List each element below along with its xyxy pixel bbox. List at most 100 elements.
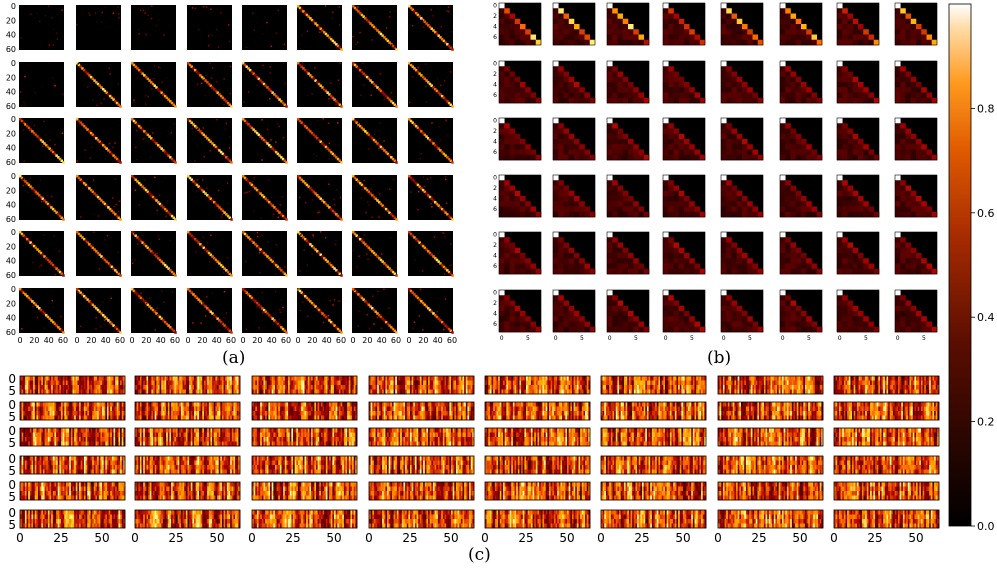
heatmap-b-mark bbox=[732, 93, 738, 99]
heatmap-b-ytick: 6 bbox=[493, 149, 497, 156]
heatmap-b-mark bbox=[564, 82, 570, 88]
heatmap-b-mark bbox=[520, 155, 526, 161]
heatmap-b-mark bbox=[504, 93, 510, 99]
heatmap-a-mark bbox=[92, 99, 94, 101]
heatmap-b-mark bbox=[612, 155, 618, 161]
heatmap-b-mark bbox=[853, 98, 859, 104]
heatmap-a-mark bbox=[208, 45, 210, 47]
heatmap-a-mark bbox=[337, 122, 339, 124]
heatmap-a-mark bbox=[379, 137, 381, 139]
heatmap-a-mark bbox=[365, 212, 367, 214]
heatmap-b-mark bbox=[916, 327, 922, 333]
heatmap-a-mark bbox=[159, 194, 161, 196]
heatmap-b-mark bbox=[858, 264, 864, 270]
heatmap-b-mark bbox=[499, 40, 505, 46]
heatmap-b-mark bbox=[504, 237, 510, 243]
heatmap-b-mark bbox=[906, 29, 912, 35]
heatmap-b-mark bbox=[801, 201, 807, 207]
heatmap-b-mark bbox=[623, 19, 629, 25]
heatmap-a-mark bbox=[201, 83, 203, 85]
heatmap-a-mark bbox=[445, 179, 447, 181]
heatmap-b-mark bbox=[906, 129, 912, 135]
heatmap-b-mark bbox=[796, 191, 802, 197]
heatmap-b-mark bbox=[737, 322, 743, 328]
heatmap-b-mark bbox=[780, 123, 786, 129]
heatmap-a-mark bbox=[389, 95, 391, 97]
heatmap-b-mark bbox=[558, 87, 564, 93]
heatmap-b-mark bbox=[564, 129, 570, 135]
heatmap-b-mark bbox=[853, 134, 859, 140]
heatmap-a-mark bbox=[451, 161, 454, 164]
heatmap-a-mark bbox=[284, 44, 286, 46]
heatmap-b-mark bbox=[842, 150, 848, 156]
heatmap-b-mark bbox=[721, 72, 727, 78]
heatmap-b-mark bbox=[558, 243, 564, 249]
heatmap-b-mark bbox=[758, 212, 764, 218]
heatmap-b-mark bbox=[689, 327, 695, 333]
heatmap-a-mark bbox=[328, 157, 330, 159]
heatmap-b-mark bbox=[900, 82, 906, 88]
heatmap-a-mark bbox=[384, 99, 386, 101]
heatmap-b-mark bbox=[499, 66, 505, 72]
heatmap-a-mark bbox=[114, 97, 116, 99]
heatmap-a-mark bbox=[254, 29, 256, 31]
heatmap-a-mark bbox=[333, 199, 335, 201]
heatmap-b-mark bbox=[895, 290, 901, 296]
heatmap-a-mark bbox=[427, 179, 429, 181]
heatmap-a-mark bbox=[311, 254, 313, 256]
heatmap-a-mark bbox=[118, 83, 120, 85]
heatmap-b-mark bbox=[590, 212, 596, 218]
heatmap-a-mark bbox=[147, 290, 149, 292]
heatmap-a-mark bbox=[62, 331, 64, 334]
heatmap-b-mark bbox=[618, 134, 624, 140]
heatmap-a-mark bbox=[87, 86, 89, 88]
heatmap-b-mark bbox=[607, 306, 613, 312]
heatmap-b-mark bbox=[633, 269, 639, 275]
heatmap-b-mark bbox=[564, 191, 570, 197]
heatmap-b-mark bbox=[504, 129, 510, 135]
heatmap-a-mark bbox=[24, 160, 26, 162]
heatmap-a-mark bbox=[137, 243, 139, 245]
heatmap-b-mark bbox=[895, 61, 901, 67]
heatmap-b-mark bbox=[623, 155, 629, 161]
heatmap-b-mark bbox=[791, 316, 797, 322]
heatmap-b-mark bbox=[753, 35, 759, 41]
heatmap-b-mark bbox=[585, 327, 591, 333]
heatmap-b-mark bbox=[531, 212, 537, 218]
heatmap-b-mark bbox=[515, 150, 521, 156]
heatmap-b-mark bbox=[558, 316, 564, 322]
heatmap-b-mark bbox=[499, 3, 505, 9]
heatmap-b-mark bbox=[848, 327, 854, 333]
heatmap-b-mark bbox=[737, 269, 743, 275]
heatmap-b-mark bbox=[737, 29, 743, 35]
heatmap-b-mark bbox=[504, 253, 510, 259]
heatmap-b-mark bbox=[780, 134, 786, 140]
heatmap-b-mark bbox=[569, 322, 575, 328]
heatmap-b-mark bbox=[785, 66, 791, 72]
heatmap-a-mark bbox=[262, 65, 264, 67]
heatmap-a-mark bbox=[267, 124, 269, 126]
heatmap-b-mark bbox=[732, 150, 738, 156]
heatmap-a-mark bbox=[21, 328, 23, 330]
heatmap-a-mark bbox=[119, 216, 121, 218]
heatmap-b-mark bbox=[668, 258, 674, 264]
heatmap-b-mark bbox=[499, 77, 505, 83]
heatmap-b-mark bbox=[668, 191, 674, 197]
heatmap-a-mark bbox=[315, 75, 317, 77]
heatmap-b-mark bbox=[842, 66, 848, 72]
heatmap-b-mark bbox=[801, 316, 807, 322]
heatmap-b-mark bbox=[853, 150, 859, 156]
heatmap-b-mark bbox=[732, 196, 738, 202]
heatmap-a-mark bbox=[52, 306, 54, 308]
heatmap-b-ytick: 4 bbox=[493, 24, 497, 31]
heatmap-b-mark bbox=[911, 155, 917, 161]
heatmap-a-mark bbox=[191, 128, 193, 130]
heatmap-b-mark bbox=[732, 77, 738, 83]
heatmap-b-mark bbox=[785, 35, 791, 41]
heatmap-b-mark bbox=[663, 290, 669, 296]
heatmap-b-mark bbox=[726, 301, 732, 307]
heatmap-b-mark bbox=[837, 196, 843, 202]
heatmap-b-mark bbox=[869, 207, 875, 213]
heatmap-a-mark bbox=[140, 292, 142, 294]
heatmap-b-mark bbox=[900, 243, 906, 249]
